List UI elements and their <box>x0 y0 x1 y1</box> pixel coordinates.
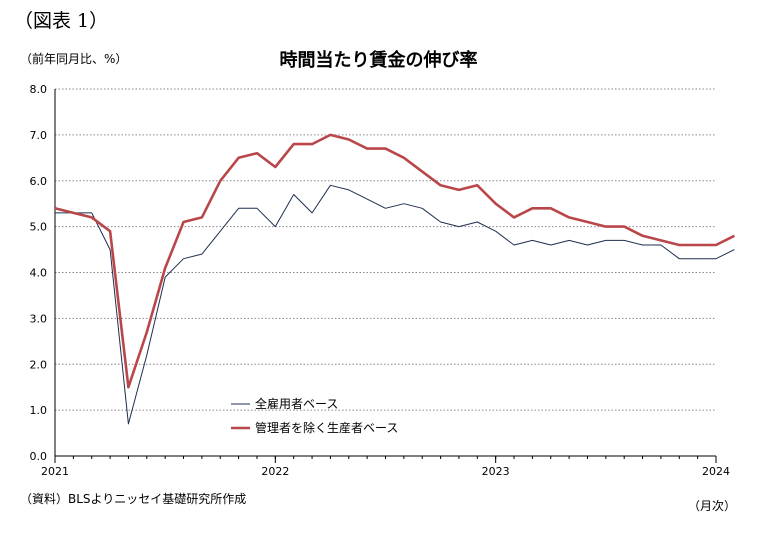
source-note: （資料）BLSよりニッセイ基礎研究所作成 <box>20 492 247 506</box>
x-unit-label: （月次） <box>688 499 737 513</box>
y-tick-label: 3.0 <box>30 312 48 325</box>
series-line-2 <box>54 133 735 389</box>
y-tick-label: 4.0 <box>30 267 48 280</box>
y-tick-label: 2.0 <box>30 358 48 371</box>
y-tick-label: 8.0 <box>30 83 48 96</box>
legend-label-1: 全雇用者ベース <box>255 396 338 411</box>
y-tick-label: 6.0 <box>30 175 48 188</box>
x-tick-label: 2023 <box>482 465 510 478</box>
legend-label-2: 管理者を除く生産者ベース <box>255 420 398 435</box>
y-tick-label: 1.0 <box>30 404 48 417</box>
x-tick-label: 2021 <box>41 465 69 478</box>
y-tick-label: 0.0 <box>30 450 48 463</box>
y-tick-label: 5.0 <box>30 221 48 234</box>
y-tick-label: 7.0 <box>30 129 48 142</box>
x-tick-label: 2024 <box>702 465 730 478</box>
x-tick-label: 2022 <box>261 465 289 478</box>
chart-title: 時間当たり賃金の伸び率 <box>279 50 478 71</box>
series-line-1 <box>55 184 735 425</box>
figure-label: （図表 1） <box>14 10 109 32</box>
y-unit-label: （前年同月比、%） <box>20 52 128 66</box>
